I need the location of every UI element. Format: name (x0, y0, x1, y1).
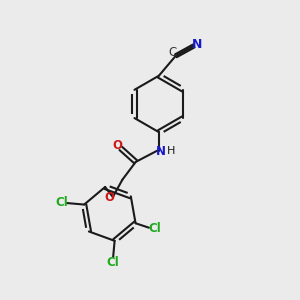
Text: N: N (192, 38, 203, 51)
Text: Cl: Cl (148, 222, 161, 236)
Text: O: O (105, 191, 115, 204)
Text: H: H (167, 146, 176, 156)
Text: C: C (168, 46, 176, 59)
Text: Cl: Cl (55, 196, 68, 209)
Text: N: N (155, 145, 165, 158)
Text: Cl: Cl (107, 256, 119, 269)
Text: O: O (112, 139, 122, 152)
